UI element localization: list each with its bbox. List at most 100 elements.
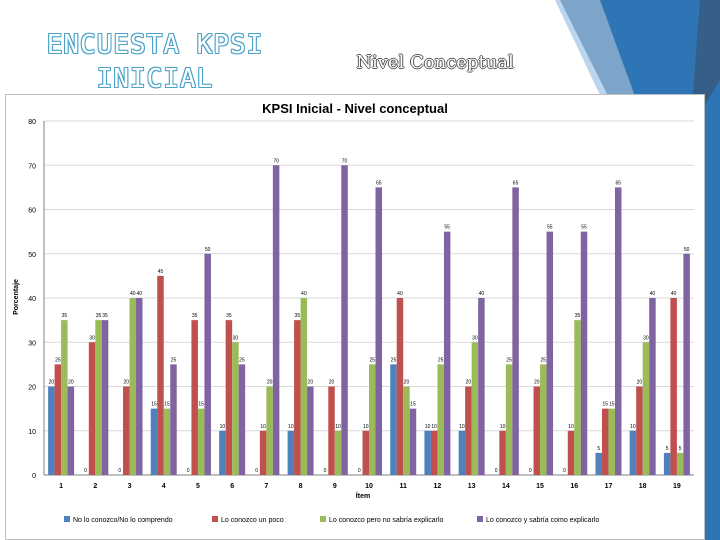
deco-shape-light: [555, 0, 640, 110]
data-label: 25: [506, 357, 512, 363]
data-label: 5: [666, 446, 669, 452]
bar: [369, 364, 376, 475]
data-label: 65: [513, 180, 519, 186]
legend-label: No lo conozco/No lo comprendo: [73, 517, 173, 524]
data-label: 10: [288, 424, 294, 430]
data-label: 50: [684, 247, 690, 253]
bar: [238, 364, 246, 475]
bar: [150, 408, 158, 475]
y-tick-label: 0: [32, 473, 36, 480]
data-label: 40: [397, 291, 403, 297]
data-label: 5: [597, 446, 600, 452]
legend-swatch: [64, 516, 70, 522]
bar: [430, 430, 438, 475]
bar: [334, 430, 342, 475]
bar: [533, 386, 541, 475]
data-label: 35: [295, 313, 301, 319]
legend-label: Lo conozco y sabría como explicarlo: [486, 517, 599, 524]
data-label: 20: [637, 380, 643, 386]
data-label: 25: [239, 357, 245, 363]
data-label: 15: [164, 402, 170, 408]
data-label: 40: [671, 291, 677, 297]
chart-frame: KPSI Inicial - Nivel conceptual Porcenta…: [5, 94, 705, 540]
bar: [608, 408, 615, 475]
data-label: 35: [102, 313, 108, 319]
data-label: 0: [529, 468, 532, 474]
bar: [465, 386, 472, 475]
bar: [595, 452, 602, 475]
y-tick-label: 20: [28, 385, 36, 392]
data-label: 25: [391, 357, 397, 363]
legend-swatch: [212, 516, 218, 522]
data-label: 40: [130, 291, 136, 297]
data-label: 55: [547, 225, 553, 231]
x-tick-label: 16: [570, 483, 578, 490]
bar: [424, 430, 431, 475]
y-tick-label: 30: [28, 340, 36, 347]
data-label: 0: [324, 468, 327, 474]
data-label: 15: [602, 402, 608, 408]
bar: [670, 298, 677, 475]
x-tick-label: 1: [59, 483, 63, 490]
data-label: 0: [495, 468, 498, 474]
bar: [540, 364, 547, 475]
bar: [649, 298, 656, 475]
bar: [437, 364, 444, 475]
data-label: 30: [89, 335, 95, 341]
bar: [61, 320, 68, 475]
bar: [272, 165, 280, 475]
bar: [219, 430, 226, 475]
data-label: 10: [260, 424, 266, 430]
bar: [629, 430, 637, 475]
bar: [512, 187, 519, 475]
bar: [307, 386, 314, 475]
data-label: 35: [226, 313, 232, 319]
slide-title-line2: INICIAL: [96, 64, 214, 94]
bar: [88, 342, 96, 475]
data-label: 25: [55, 357, 61, 363]
data-label: 0: [563, 468, 566, 474]
bar: [204, 253, 211, 475]
x-tick-label: 8: [299, 483, 303, 490]
data-label: 65: [615, 180, 621, 186]
data-label: 10: [459, 424, 465, 430]
data-label: 20: [534, 380, 540, 386]
bar: [471, 342, 479, 475]
x-tick-label: 17: [605, 483, 613, 490]
bar: [636, 386, 643, 475]
bar: [683, 253, 690, 475]
data-label: 20: [466, 380, 472, 386]
data-label: 5: [679, 446, 682, 452]
bar: [505, 364, 513, 475]
y-tick-label: 50: [28, 252, 36, 259]
slide-title-line1: ENCUESTA KPSI: [46, 30, 264, 60]
data-label: 40: [301, 291, 307, 297]
bar: [642, 342, 650, 475]
bar: [191, 320, 198, 475]
x-tick-label: 9: [333, 483, 337, 490]
bar: [67, 386, 75, 475]
x-tick-label: 6: [230, 483, 234, 490]
data-label: 10: [630, 424, 636, 430]
data-label: 35: [62, 313, 68, 319]
slide-title: ENCUESTA KPSI INICIAL: [30, 28, 280, 96]
data-label: 25: [171, 357, 177, 363]
x-tick-label: 5: [196, 483, 200, 490]
data-label: 30: [643, 335, 649, 341]
bar: [676, 452, 684, 475]
data-label: 20: [329, 380, 335, 386]
data-label: 40: [136, 291, 142, 297]
x-tick-label: 14: [502, 483, 510, 490]
bar: [129, 298, 137, 475]
bar: [375, 187, 382, 475]
data-label: 0: [118, 468, 121, 474]
x-tick-label: 7: [264, 483, 268, 490]
legend-label: Lo conozco un poco: [221, 517, 284, 524]
data-label: 25: [438, 357, 444, 363]
data-label: 70: [273, 158, 279, 164]
bar: [157, 275, 164, 475]
data-label: 55: [444, 225, 450, 231]
bar: [266, 386, 273, 475]
data-label: 35: [192, 313, 198, 319]
